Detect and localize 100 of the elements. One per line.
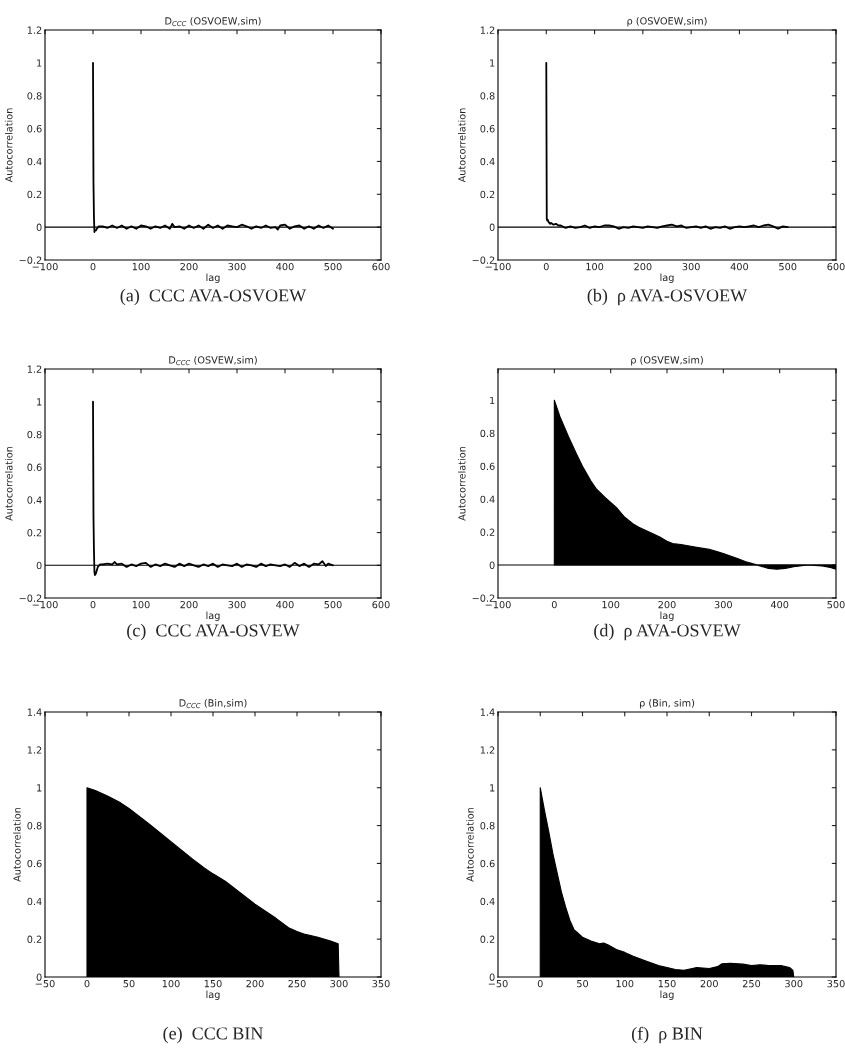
- x-axis-title: lag: [206, 990, 220, 1000]
- y-tick-label: 1: [37, 784, 42, 792]
- y-tick-label: 0.8: [480, 92, 495, 100]
- x-axis-title: lag: [660, 990, 674, 1000]
- y-tick-label: 0.6: [27, 859, 42, 868]
- x-tick-label: 300: [785, 979, 803, 988]
- x-tick-label: 400: [730, 262, 749, 271]
- x-tick-label: 500: [779, 262, 797, 271]
- text: (a) CCC AVA-OSVOEW: [120, 288, 307, 306]
- x-tick-label: −100: [32, 600, 58, 609]
- x-tick-label: −50: [488, 979, 508, 988]
- x-tick-label: −100: [32, 262, 58, 271]
- y-tick-label: 0.6: [480, 125, 495, 133]
- x-tick-label: 600: [372, 262, 390, 271]
- x-tick-label: 200: [180, 262, 198, 271]
- x-tick-label: 300: [330, 979, 348, 988]
- x-tick-label: 400: [276, 600, 294, 609]
- y-axis-title: Autocorrelation: [458, 446, 466, 521]
- y-tick-label: 1: [490, 396, 495, 404]
- y-tick-label: −0.2: [19, 594, 42, 602]
- y-tick-label: 0.4: [27, 496, 42, 504]
- chart-title: ρ (OSVEW,sim): [631, 356, 703, 366]
- x-tick-label: 600: [827, 262, 845, 271]
- y-axis-title: Autocorrelation: [5, 446, 13, 521]
- y-tick-label: 0.6: [27, 125, 42, 133]
- x-tick-label: 250: [288, 979, 306, 988]
- y-tick-label: 0.4: [27, 897, 42, 906]
- y-tick-label: 0: [489, 561, 495, 569]
- text: (e) CCC BIN: [163, 1026, 263, 1044]
- y-tick-label: −0.2: [472, 594, 495, 602]
- text: (f) ρ BIN: [631, 1026, 703, 1044]
- text: (b) ρ AVA-OSVOEW: [587, 288, 748, 306]
- y-axis-title: Autocorrelation: [5, 108, 13, 183]
- chart-title: ρ (Bin, sim): [639, 699, 695, 709]
- x-tick-label: 400: [276, 262, 294, 271]
- x-tick-label: 300: [682, 262, 700, 271]
- y-tick-label: 1.4: [480, 708, 495, 716]
- y-tick-label: 0.2: [480, 190, 495, 199]
- y-tick-label: 0.8: [27, 92, 42, 100]
- x-tick-label: 0: [537, 979, 543, 988]
- y-tick-label: 0.8: [480, 822, 495, 830]
- y-tick-label: −0.2: [472, 256, 495, 264]
- x-tick-label: −50: [35, 979, 55, 988]
- x-tick-label: 500: [827, 600, 845, 609]
- y-tick-label: 0.2: [480, 528, 495, 536]
- y-axis-title: Autocorrelation: [466, 807, 474, 882]
- x-tick-label: 100: [132, 262, 150, 271]
- y-tick-label: 0: [36, 973, 42, 981]
- x-tick-label: 0: [543, 262, 549, 271]
- y-tick-label: 1: [37, 59, 42, 67]
- y-tick-label: 0.2: [27, 935, 42, 943]
- x-tick-label: 50: [577, 979, 589, 988]
- text: (c) CCC AVA-OSVEW: [127, 623, 300, 641]
- y-tick-label: 1: [490, 784, 495, 792]
- y-tick-label: 1: [37, 398, 42, 406]
- x-tick-label: 200: [246, 979, 264, 988]
- y-tick-label: 0.8: [480, 429, 495, 438]
- y-tick-label: 0.6: [480, 859, 495, 868]
- y-tick-label: 0: [489, 223, 495, 231]
- x-tick-label: 100: [162, 979, 180, 988]
- y-tick-label: 0.6: [27, 463, 42, 471]
- y-tick-label: 0.4: [480, 157, 495, 166]
- y-tick-label: 1.4: [27, 708, 42, 716]
- x-axis-title: lag: [206, 611, 220, 621]
- x-axis-title: lag: [660, 273, 674, 283]
- x-tick-label: 0: [90, 600, 96, 609]
- y-tick-label: 0.2: [27, 529, 42, 537]
- x-tick-label: 500: [324, 600, 342, 609]
- x-axis-title: lag: [660, 611, 674, 621]
- y-tick-label: 1.2: [27, 26, 42, 34]
- x-tick-label: 350: [372, 979, 390, 988]
- x-tick-label: 400: [770, 600, 789, 609]
- x-tick-label: 600: [372, 600, 390, 609]
- x-tick-label: 0: [90, 262, 96, 271]
- y-tick-label: 1.2: [27, 365, 42, 373]
- y-tick-label: 0: [36, 223, 42, 231]
- x-tick-label: 200: [634, 262, 652, 271]
- y-tick-label: 0.8: [27, 822, 42, 830]
- x-tick-label: 300: [714, 600, 732, 609]
- x-tick-label: 200: [700, 979, 718, 988]
- x-tick-label: 100: [586, 262, 604, 271]
- y-tick-label: 0.4: [480, 897, 495, 906]
- x-tick-label: 150: [658, 979, 676, 988]
- x-tick-label: −100: [485, 600, 511, 609]
- x-tick-label: 100: [602, 600, 620, 609]
- x-tick-label: 100: [132, 600, 150, 609]
- y-tick-label: 0.4: [480, 495, 495, 503]
- x-tick-label: 300: [228, 262, 246, 271]
- x-tick-label: 200: [180, 600, 198, 609]
- y-tick-label: 0.2: [480, 935, 495, 943]
- y-tick-label: 0.2: [27, 190, 42, 199]
- y-tick-label: −0.2: [19, 256, 42, 264]
- x-tick-label: 500: [324, 262, 342, 271]
- y-tick-label: 0.4: [27, 157, 42, 166]
- y-tick-label: 1: [490, 59, 495, 67]
- x-tick-label: 0: [84, 979, 90, 988]
- y-tick-label: 1.2: [27, 746, 42, 754]
- chart-title: ρ (OSVOEW,sim): [627, 17, 707, 27]
- chart-title: D$_{CCC}$ (OSVOEW,sim): [165, 17, 261, 27]
- y-tick-label: 1.2: [480, 26, 495, 34]
